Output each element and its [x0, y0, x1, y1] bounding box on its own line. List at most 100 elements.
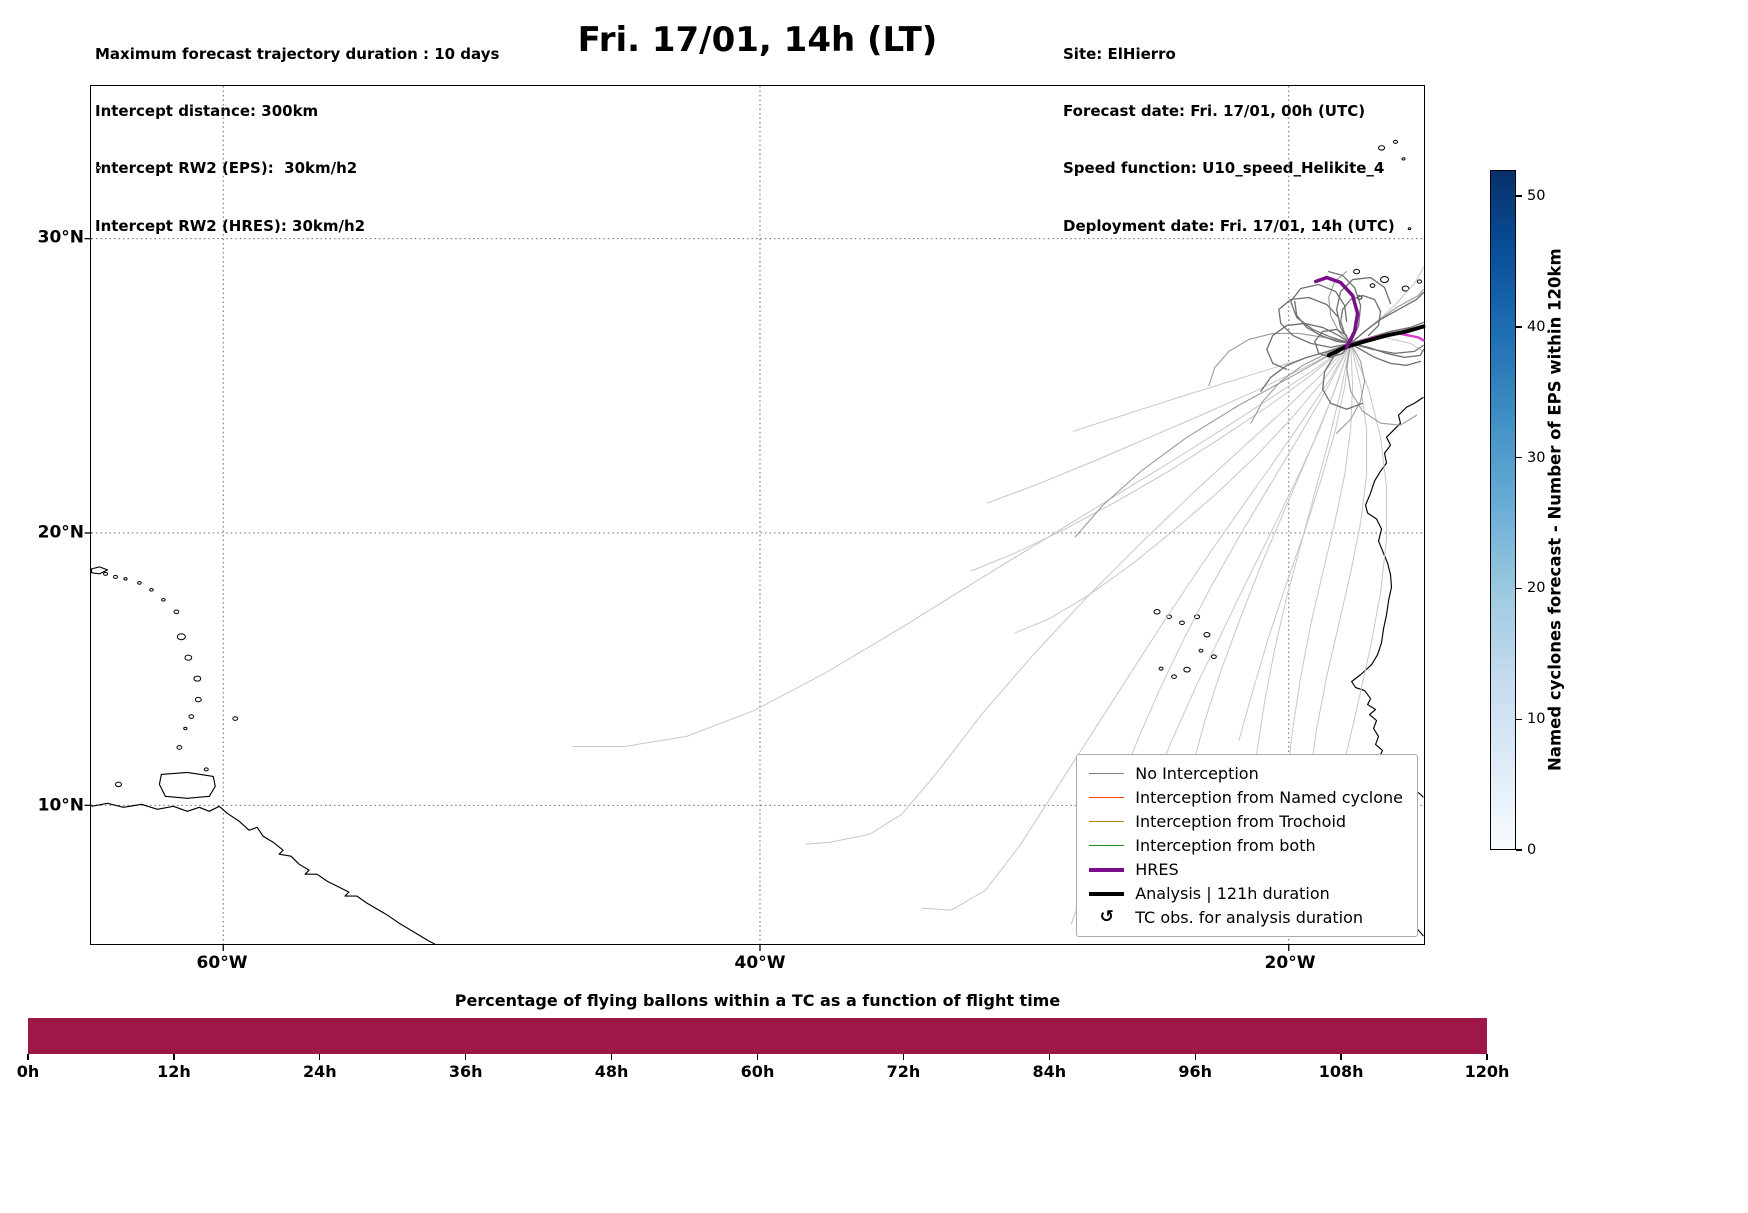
trajectory-dark: [1314, 328, 1352, 359]
site-info-block: Site: ElHierro Forecast date: Fri. 17/01…: [1063, 7, 1395, 274]
island: [137, 580, 142, 585]
trajectory-light: [1014, 342, 1352, 634]
intercept-rw2-eps-text: Intercept RW2 (EPS): 30km/h2: [95, 159, 358, 178]
trajectory-mid: [1074, 342, 1352, 538]
flight-time-tick-label: 72h: [886, 1062, 921, 1081]
island: [114, 781, 122, 788]
trajectory-mid: [1336, 342, 1366, 434]
both-line-swatch: [1089, 844, 1125, 847]
coastline: [1351, 396, 1424, 798]
flight-time-tick-label: 12h: [157, 1062, 191, 1081]
island: [188, 714, 195, 719]
y-tick-label: 20°N: [37, 522, 84, 543]
figure-title: Fri. 17/01, 14h (LT): [577, 20, 938, 60]
trajectory-light: [1282, 342, 1354, 801]
run-settings-block: Maximum forecast trajectory duration : 1…: [95, 7, 499, 274]
colorbar-tick-label: 30: [1527, 449, 1546, 466]
max-duration-text: Maximum forecast trajectory duration : 1…: [95, 45, 500, 64]
flight-time-tick: [756, 1054, 759, 1060]
legend-item-no-interception: No Interception: [1089, 764, 1403, 783]
legend-label: Analysis | 121h duration: [1135, 884, 1330, 903]
legend-label: Interception from both: [1135, 836, 1316, 855]
colorbar-tick: [1516, 195, 1522, 197]
x-tick-label: 60°W: [196, 953, 248, 973]
deployment-date-text: Deployment date: Fri. 17/01, 14h (UTC): [1063, 216, 1395, 235]
island: [1183, 666, 1191, 673]
coastline: [158, 771, 216, 799]
tc-obs-marker-icon: ↺: [1099, 907, 1114, 927]
trajectory-dark: [1290, 283, 1352, 345]
island: [184, 654, 193, 661]
island: [1378, 145, 1386, 151]
legend-item-trochoid: Interception from Trochoid: [1089, 812, 1403, 831]
tc-percentage-title: Percentage of flying ballons within a TC…: [454, 991, 1061, 1010]
coastline: [91, 802, 436, 945]
trajectory-light: [571, 342, 1352, 747]
flight-time-tick-label: 36h: [448, 1062, 483, 1081]
legend-item-hres: HRES: [1089, 860, 1403, 879]
island: [1179, 620, 1185, 626]
island: [123, 577, 128, 581]
trajectory-light: [921, 342, 1352, 911]
speed-function-text: Speed function: U10_speed_Helikite_4: [1063, 159, 1385, 178]
island: [1158, 666, 1164, 671]
trajectory-dark: [1336, 276, 1392, 345]
colorbar-tick-label: 50: [1527, 188, 1546, 205]
flight-time-tick: [1048, 1054, 1050, 1060]
trajectory-mid: [1250, 342, 1352, 424]
island: [1401, 285, 1410, 292]
island: [96, 165, 102, 170]
island: [194, 696, 202, 703]
legend-label: Interception from Trochoid: [1135, 812, 1347, 831]
colorbar-tick: [1516, 718, 1522, 720]
flight-time-tick: [1340, 1054, 1342, 1060]
flight-time-tick-label: 96h: [1178, 1062, 1213, 1081]
flight-time-tick-label: 120h: [1464, 1062, 1510, 1081]
colorbar-tick: [1516, 456, 1522, 459]
map-canvas: [84, 86, 1426, 951]
island: [193, 675, 202, 682]
x-tick-label: 20°W: [1264, 953, 1316, 973]
island: [183, 726, 188, 731]
flight-time-tick: [1486, 1054, 1488, 1060]
colorbar-tick: [1516, 849, 1522, 851]
legend-item-analysis: Analysis | 121h duration: [1089, 884, 1403, 903]
island: [1380, 276, 1390, 284]
colorbar-tick-label: 10: [1527, 711, 1546, 728]
legend: No Interception Interception from Named …: [1076, 754, 1418, 937]
flight-time-tick-label: 84h: [1032, 1062, 1067, 1081]
trajectory-dark: [1266, 322, 1352, 370]
island: [1203, 631, 1211, 638]
island: [149, 587, 154, 592]
y-tick-label: 30°N: [37, 227, 84, 248]
island: [176, 745, 183, 750]
flight-time-tick: [610, 1054, 613, 1060]
flight-time-tick: [173, 1054, 175, 1060]
no-interception-line-swatch: [1089, 772, 1125, 775]
flight-time-tick: [1194, 1054, 1196, 1060]
colorbar-tick-label: 40: [1527, 318, 1546, 335]
trajectory-dark: [1339, 294, 1382, 345]
flight-time-tick-label: 48h: [594, 1062, 629, 1081]
trajectory-mid: [1346, 342, 1418, 426]
island: [1211, 654, 1217, 659]
trajectory-dark: [1260, 342, 1352, 392]
flight-time-tick: [902, 1054, 905, 1060]
trajectory-light: [971, 342, 1352, 572]
trajectory-light: [1192, 342, 1352, 765]
flight-time-tick-label: 24h: [302, 1062, 337, 1081]
legend-label: Interception from Named cyclone: [1135, 788, 1403, 807]
trajectory-analysis: [1326, 324, 1426, 358]
colorbar-tick-label: 0: [1527, 842, 1537, 858]
island: [113, 574, 118, 579]
x-tick-label: 40°W: [734, 953, 786, 973]
flight-time-tick-label: 108h: [1318, 1062, 1364, 1081]
island: [232, 716, 239, 721]
trajectory-light: [1334, 342, 1388, 803]
legend-item-both: Interception from both: [1089, 836, 1403, 855]
island: [1353, 268, 1361, 275]
trajectory-light: [1238, 342, 1352, 741]
flight-time-tick-label: 60h: [740, 1062, 775, 1081]
trajectory-map: No Interception Interception from Named …: [84, 85, 1426, 951]
